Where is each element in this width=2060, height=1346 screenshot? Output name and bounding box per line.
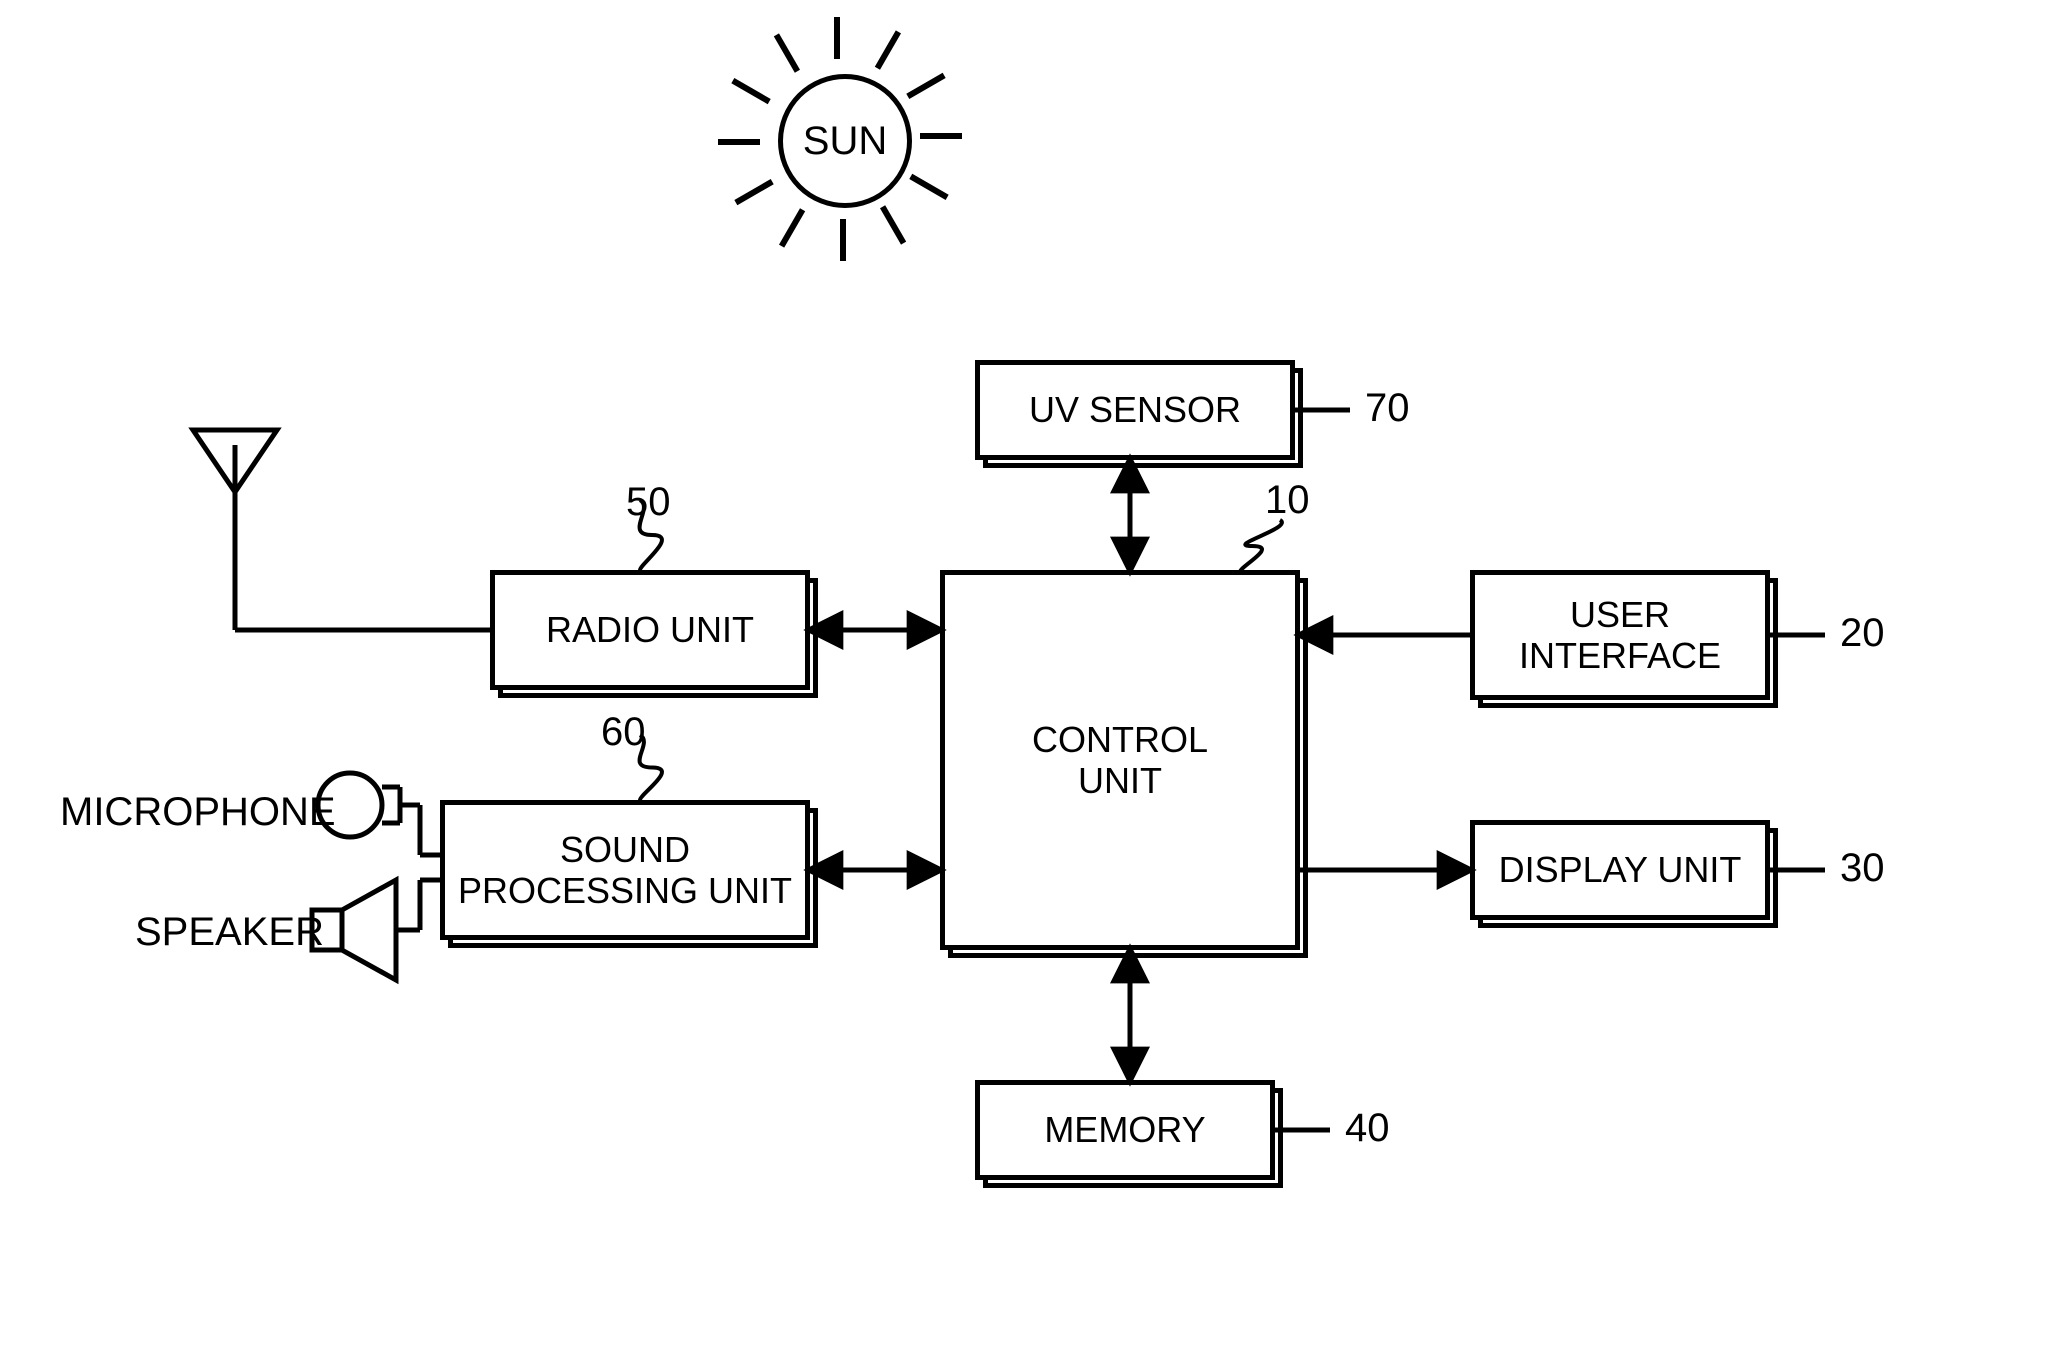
speaker-icon [342, 880, 396, 980]
radio-label: RADIO UNIT [546, 609, 754, 650]
sun-ray [718, 139, 760, 145]
uv-ref-label: 70 [1365, 386, 1410, 431]
control-label: CONTROL UNIT [1032, 719, 1208, 802]
speaker-label: SPEAKER [135, 910, 324, 955]
radio-box: RADIO UNIT [490, 570, 810, 690]
antenna-icon [193, 430, 277, 492]
sun-ray [731, 78, 770, 104]
sun-ray [834, 17, 840, 59]
user-ref-label: 20 [1840, 611, 1885, 656]
sun-ray [734, 179, 773, 205]
sun-body: SUN [778, 74, 912, 208]
memory-ref-label: 40 [1345, 1106, 1390, 1151]
ref10-curve [1240, 520, 1282, 572]
microphone-label: MICROPHONE [60, 790, 336, 835]
sun-ray [875, 30, 901, 69]
display-ref-label: 30 [1840, 846, 1885, 891]
sound-ref-label: 60 [601, 710, 646, 755]
uv-box: UV SENSOR [975, 360, 1295, 460]
memory-box: MEMORY [975, 1080, 1275, 1180]
memory-label: MEMORY [1044, 1109, 1205, 1150]
sun-ray [920, 133, 962, 139]
sun-ray [906, 73, 945, 99]
sound-box: SOUND PROCESSING UNIT [440, 800, 810, 940]
sun-ray [880, 205, 906, 244]
radio-ref-label: 50 [626, 480, 671, 525]
user-label: USER INTERFACE [1519, 594, 1721, 677]
sun-ray [774, 33, 800, 72]
control-box: CONTROL UNIT [940, 570, 1300, 950]
sun-ray [909, 174, 948, 200]
control-ref-label: 10 [1265, 478, 1310, 523]
diagram-stage: { "style": { "stroke": "#000000", "strok… [0, 0, 2060, 1346]
sound-label: SOUND PROCESSING UNIT [458, 829, 792, 912]
display-box: DISPLAY UNIT [1470, 820, 1770, 920]
uv-label: UV SENSOR [1029, 389, 1241, 430]
display-label: DISPLAY UNIT [1499, 849, 1742, 890]
sun-ray [779, 208, 805, 247]
user-box: USER INTERFACE [1470, 570, 1770, 700]
sun-ray [840, 219, 846, 261]
